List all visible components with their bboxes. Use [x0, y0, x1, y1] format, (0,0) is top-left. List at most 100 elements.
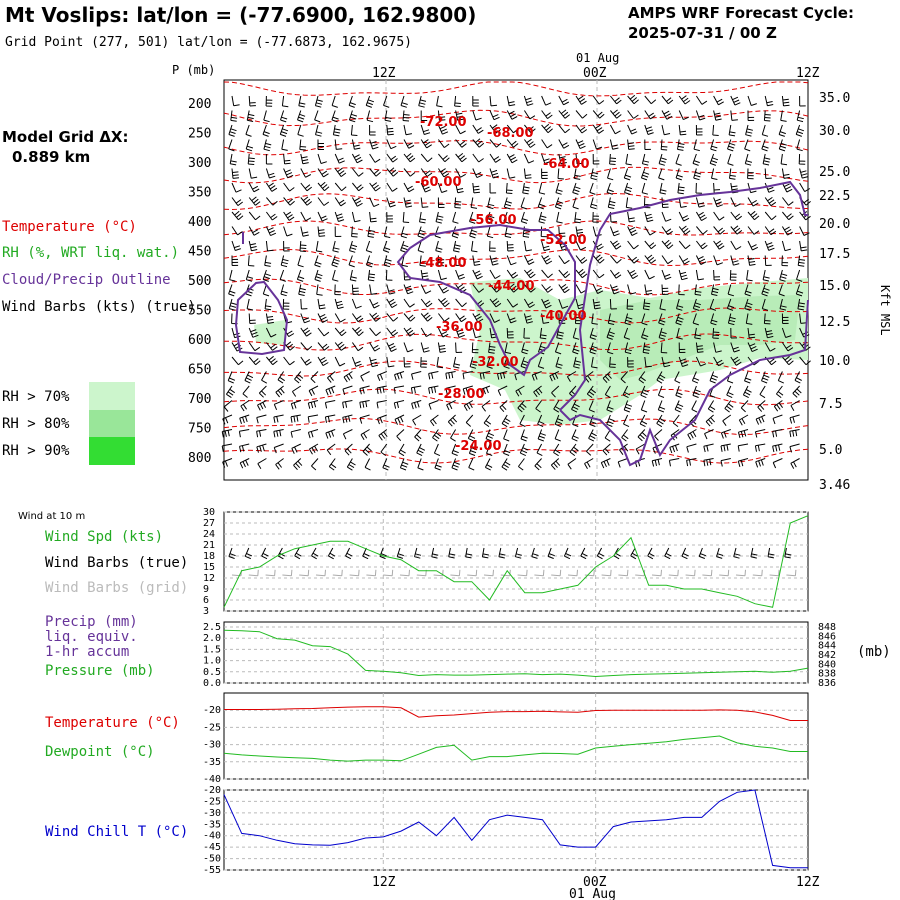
wind-barb: [324, 414, 336, 423]
wind-barb: [483, 414, 492, 428]
tick-label: -35: [203, 819, 221, 830]
wind-barb: [730, 225, 743, 235]
wind-barb: [573, 168, 581, 180]
wind-barb: [393, 400, 405, 409]
wind-barb: [651, 458, 663, 467]
wind-barb: [623, 414, 630, 428]
wind-barb: [574, 211, 582, 224]
wind-barb: [445, 371, 456, 380]
wind-barb: [258, 385, 267, 398]
wind-barb: [231, 255, 239, 266]
wind-barb: [246, 110, 255, 122]
tick-label: 0.5: [203, 667, 221, 678]
wind-barb: [455, 182, 464, 194]
surface-wind-barb-grid: [366, 569, 377, 577]
wind-barb: [291, 443, 302, 454]
wind-barb: [489, 269, 501, 280]
surface-wind-barb: [681, 547, 689, 560]
wind-barb: [730, 255, 740, 266]
wind-barb: [430, 414, 439, 427]
surface-wind-barb: [580, 547, 588, 560]
wind-barb: [625, 197, 633, 209]
wind-barb: [366, 255, 374, 268]
wind-barb: [420, 153, 433, 163]
wind-barb: [678, 95, 691, 105]
wind-barb: [261, 371, 268, 384]
wind-barb: [472, 168, 483, 179]
surface-wind-barb-grid: [450, 569, 461, 577]
wind-barb: [307, 400, 319, 409]
surface-wind-barb: [514, 547, 523, 559]
wind-barb: [394, 414, 405, 425]
wind-barb: [745, 313, 753, 325]
tick-label: -35: [203, 757, 221, 768]
wind-barb: [747, 327, 756, 339]
wind-barb: [451, 443, 459, 456]
wind-barb: [635, 443, 646, 455]
wind-barb: [315, 124, 323, 137]
wind-barb: [763, 313, 771, 325]
temperature-contour: [223, 192, 809, 211]
wind-barb: [610, 109, 622, 119]
wind-barb: [610, 95, 622, 105]
wind-barb: [658, 327, 667, 340]
wind-barb: [281, 139, 288, 151]
surface-wind-barb: [664, 547, 672, 560]
wind-barb: [428, 385, 439, 394]
wind-barb: [592, 110, 605, 119]
wind-barb: [781, 255, 789, 267]
surface-wind-barb: [498, 547, 506, 559]
wind-barb: [584, 458, 594, 469]
wind-barb: [472, 124, 484, 134]
wind-barb: [644, 211, 654, 223]
wind-barb: [799, 95, 806, 107]
wind-barb: [726, 298, 735, 311]
wind-barb: [222, 458, 233, 468]
wind-barb: [661, 110, 673, 120]
temp-label-24: -24.00: [455, 439, 502, 454]
wind-barb: [659, 182, 667, 195]
wind-barb: [298, 284, 306, 296]
wind-barb: [487, 197, 495, 210]
wind-barb: [386, 298, 398, 309]
pressure-tick-label: 200: [188, 97, 211, 112]
wind-barb: [351, 284, 360, 295]
wind-barb: [399, 458, 409, 471]
wind-barb: [773, 400, 784, 412]
wind-barb: [503, 211, 510, 224]
wind-barb: [486, 356, 493, 369]
wind-barb: [334, 356, 346, 367]
wind-barb: [348, 255, 355, 268]
wind-barb: [324, 400, 336, 409]
tick-label: -20: [203, 785, 221, 796]
wind-barb: [720, 443, 731, 452]
wind-barb: [504, 342, 512, 354]
wind-barb: [239, 443, 250, 453]
wind-barb: [549, 371, 560, 382]
surface-wind-barb: [481, 547, 489, 559]
wind-barb: [781, 313, 789, 324]
pressure-tick-label: 800: [188, 451, 211, 466]
wind-barb: [300, 356, 312, 366]
wind-barb: [799, 341, 811, 351]
wind-barb: [755, 414, 766, 425]
wind-barb: [575, 313, 582, 325]
pressure-tick-label: 550: [188, 304, 211, 319]
wind-barb: [385, 269, 393, 281]
wind-barb: [417, 240, 424, 253]
wind-barb: [280, 110, 288, 123]
wind-barb: [386, 313, 399, 322]
tick-label: 18: [203, 551, 215, 562]
wind-barb: [763, 110, 771, 122]
wind-barb: [506, 313, 517, 324]
wind-barb: [744, 298, 753, 311]
wind-barb: [607, 313, 615, 325]
wind-barb: [262, 124, 270, 137]
wind-barb: [334, 167, 347, 177]
wind-barb: [503, 197, 512, 210]
wind-barb: [382, 458, 390, 471]
wind-barb: [296, 269, 305, 282]
wind-barb: [553, 443, 561, 457]
wind-barb: [351, 342, 364, 352]
wind-barb: [757, 400, 766, 412]
